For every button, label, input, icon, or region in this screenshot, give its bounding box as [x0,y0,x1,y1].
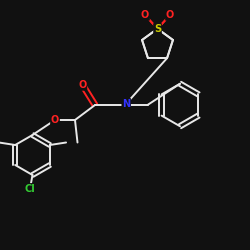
Text: O: O [166,10,174,20]
Text: O: O [141,10,149,20]
Text: O: O [51,115,59,125]
Text: O: O [51,115,59,125]
Text: Cl: Cl [25,184,36,194]
Text: O: O [166,10,174,20]
Text: N: N [122,99,130,109]
Text: S: S [154,24,161,34]
Text: O: O [78,80,87,90]
Text: Cl: Cl [25,184,36,194]
Text: O: O [141,10,149,20]
Text: N: N [122,99,130,109]
Text: O: O [78,80,87,90]
Text: S: S [154,24,161,34]
